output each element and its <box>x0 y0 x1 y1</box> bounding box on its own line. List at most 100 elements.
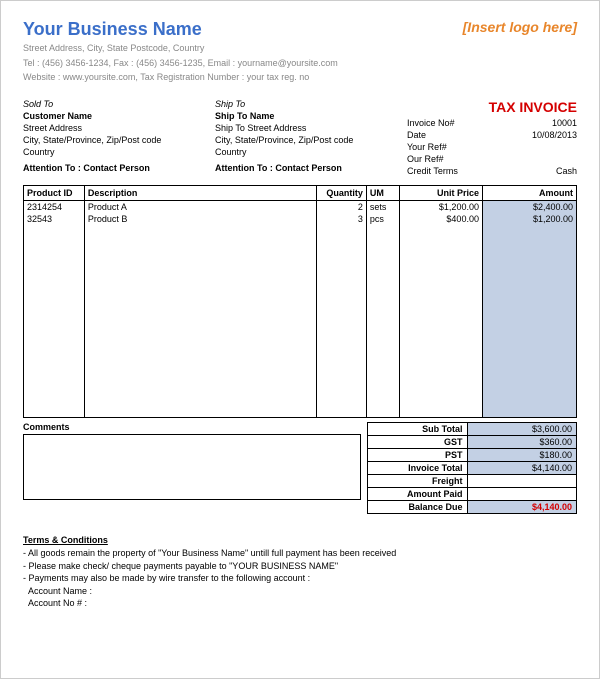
credit-terms-label: Credit Terms <box>407 165 458 177</box>
cell-um <box>366 285 399 297</box>
business-name: Your Business Name <box>23 19 338 40</box>
cell-qty <box>317 381 367 393</box>
cell-price: $400.00 <box>400 213 483 225</box>
terms-line-3: - Payments may also be made by wire tran… <box>23 572 577 585</box>
sold-to-region: City, State/Province, Zip/Post code <box>23 134 215 146</box>
table-row-empty <box>24 405 577 418</box>
cell-pid: 32543 <box>24 213 85 225</box>
cell-qty <box>317 345 367 357</box>
cell-amount <box>482 261 576 273</box>
cell-um <box>366 321 399 333</box>
credit-terms: Cash <box>556 165 577 177</box>
col-um: UM <box>366 186 399 201</box>
cell-desc <box>84 297 316 309</box>
cell-amount <box>482 357 576 369</box>
cell-um <box>366 261 399 273</box>
pst-value: $180.00 <box>467 449 576 462</box>
cell-desc: Product A <box>84 201 316 214</box>
cell-pid <box>24 321 85 333</box>
cell-amount <box>482 321 576 333</box>
sold-to-heading: Sold To <box>23 98 215 110</box>
col-amount: Amount <box>482 186 576 201</box>
gst-value: $360.00 <box>467 436 576 449</box>
cell-qty <box>317 273 367 285</box>
your-ref-label: Your Ref# <box>407 141 447 153</box>
cell-amount: $1,200.00 <box>482 213 576 225</box>
table-row-empty <box>24 261 577 273</box>
cell-um <box>366 249 399 261</box>
our-ref-label: Our Ref# <box>407 153 444 165</box>
totals-table: Sub Total$3,600.00 GST$360.00 PST$180.00… <box>367 422 577 514</box>
cell-qty <box>317 369 367 381</box>
invoice-meta: TAX INVOICE Invoice No#10001 Date10/08/2… <box>407 98 577 178</box>
comments-box[interactable] <box>23 434 361 500</box>
cell-price <box>400 381 483 393</box>
cell-um <box>366 297 399 309</box>
terms-account-name: Account Name : <box>23 585 577 598</box>
table-row-empty <box>24 273 577 285</box>
table-header-row: Product ID Description Quantity UM Unit … <box>24 186 577 201</box>
table-row: 2314254Product A2sets$1,200.00$2,400.00 <box>24 201 577 214</box>
table-row-empty <box>24 381 577 393</box>
cell-amount <box>482 381 576 393</box>
table-row-empty <box>24 249 577 261</box>
cell-desc <box>84 285 316 297</box>
cell-amount <box>482 333 576 345</box>
cell-pid <box>24 369 85 381</box>
ship-to-attention: Attention To : Contact Person <box>215 162 407 174</box>
cell-qty <box>317 405 367 418</box>
cell-pid <box>24 297 85 309</box>
cell-price <box>400 393 483 405</box>
amount-paid-label: Amount Paid <box>368 488 468 501</box>
cell-price <box>400 345 483 357</box>
parties-row: Sold To Customer Name Street Address Cit… <box>23 98 577 178</box>
cell-price <box>400 309 483 321</box>
comments-block: Comments <box>23 422 361 514</box>
cell-amount: $2,400.00 <box>482 201 576 214</box>
logo-placeholder: [Insert logo here] <box>463 19 577 35</box>
cell-desc <box>84 381 316 393</box>
cell-desc <box>84 273 316 285</box>
cell-um <box>366 345 399 357</box>
terms-account-no: Account No # : <box>23 597 577 610</box>
cell-amount <box>482 285 576 297</box>
cell-price <box>400 357 483 369</box>
business-contact: Tel : (456) 3456-1234, Fax : (456) 3456-… <box>23 57 338 70</box>
cell-um <box>366 393 399 405</box>
cell-desc <box>84 249 316 261</box>
terms-line-1: - All goods remain the property of "Your… <box>23 547 577 560</box>
table-row-empty <box>24 369 577 381</box>
cell-um <box>366 309 399 321</box>
cell-pid <box>24 345 85 357</box>
terms-block: Terms & Conditions - All goods remain th… <box>23 534 577 610</box>
cell-price <box>400 261 483 273</box>
table-row-empty <box>24 393 577 405</box>
cell-pid <box>24 393 85 405</box>
cell-amount <box>482 249 576 261</box>
cell-price: $1,200.00 <box>400 201 483 214</box>
cell-desc <box>84 345 316 357</box>
col-description: Description <box>84 186 316 201</box>
totals-area: Comments Sub Total$3,600.00 GST$360.00 P… <box>23 422 577 514</box>
cell-qty <box>317 309 367 321</box>
invoice-no: 10001 <box>552 117 577 129</box>
invoice-date: 10/08/2013 <box>532 129 577 141</box>
comments-label: Comments <box>23 422 361 432</box>
sold-to-attention: Attention To : Contact Person <box>23 162 215 174</box>
cell-price <box>400 225 483 237</box>
subtotal-value: $3,600.00 <box>467 423 576 436</box>
cell-amount <box>482 297 576 309</box>
cell-qty <box>317 225 367 237</box>
cell-desc <box>84 357 316 369</box>
cell-desc <box>84 237 316 249</box>
cell-amount <box>482 309 576 321</box>
balance-due-value: $4,140.00 <box>467 501 576 514</box>
ship-to-region: City, State/Province, Zip/Post code <box>215 134 407 146</box>
cell-um <box>366 369 399 381</box>
table-row-empty <box>24 297 577 309</box>
gst-label: GST <box>368 436 468 449</box>
table-row-empty <box>24 357 577 369</box>
cell-desc <box>84 261 316 273</box>
table-row-empty <box>24 309 577 321</box>
cell-qty <box>317 333 367 345</box>
